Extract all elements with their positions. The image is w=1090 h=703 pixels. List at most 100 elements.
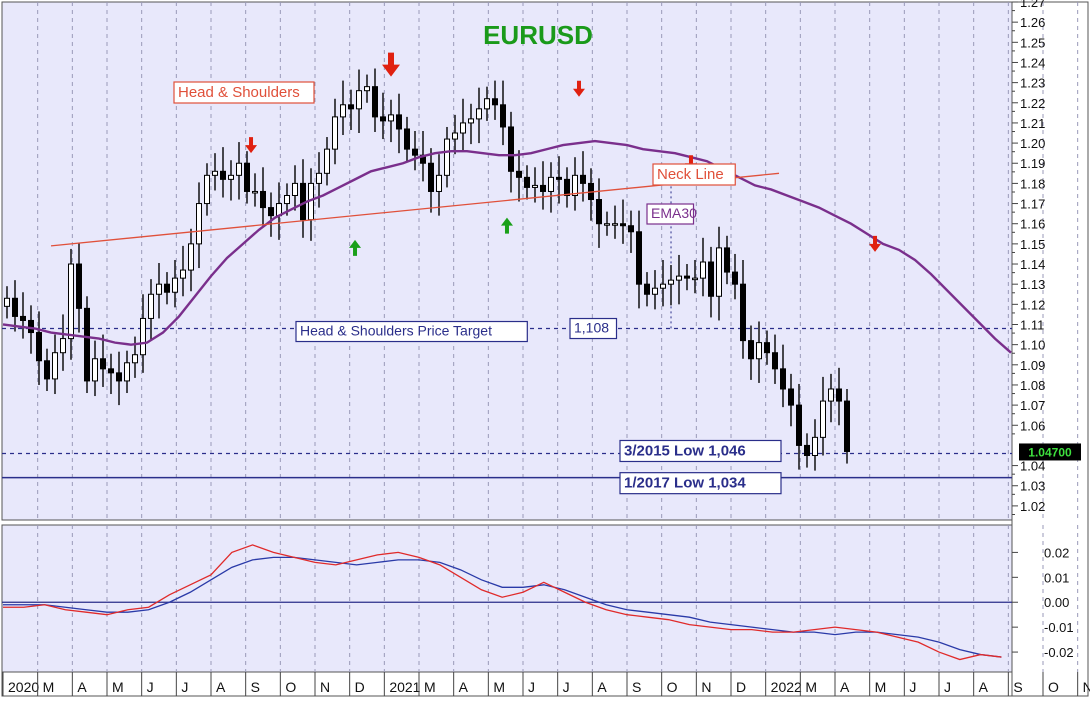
y-tick-label: 1.12 xyxy=(1020,297,1045,312)
candle-body xyxy=(60,338,66,354)
candle-body xyxy=(196,203,202,245)
low-2017-label-box xyxy=(619,472,782,495)
macd-panel xyxy=(1,524,1013,673)
candle-body xyxy=(460,122,466,134)
x-tick-label: J xyxy=(147,679,154,695)
candle-body xyxy=(684,275,690,279)
candles xyxy=(4,68,850,471)
x-tick-label: O xyxy=(285,679,296,695)
ema30-line xyxy=(2,139,1012,354)
candle-body xyxy=(252,190,258,194)
y-tick-label: 1.17 xyxy=(1020,197,1045,212)
x-tick-label: M xyxy=(805,679,817,695)
chart-title: EURUSD xyxy=(483,20,593,50)
y-tick-label: 1.14 xyxy=(1020,257,1045,272)
candle-body xyxy=(796,404,802,446)
red-down-arrow-icon xyxy=(245,137,258,154)
candle-body xyxy=(356,90,362,110)
macd-line xyxy=(3,556,1002,658)
x-tick-label: J xyxy=(563,679,570,695)
candle-body xyxy=(172,277,178,293)
candle-body xyxy=(220,170,226,180)
candle-body xyxy=(44,360,50,380)
candle-body xyxy=(716,247,722,297)
candle-body xyxy=(804,444,810,457)
candle-body xyxy=(700,261,706,279)
candle-body xyxy=(268,207,274,217)
candle-body xyxy=(692,277,698,281)
x-tick-label: N xyxy=(320,679,330,695)
candle-body xyxy=(228,174,234,180)
candle-body xyxy=(524,176,530,188)
candle-body xyxy=(788,388,794,406)
candle-body xyxy=(116,372,122,382)
y-tick-label: 1.15 xyxy=(1020,237,1045,252)
macd-lines xyxy=(2,544,1012,661)
candle-body xyxy=(508,126,514,172)
red-down-arrow-icon xyxy=(572,80,585,97)
price-axis xyxy=(1011,1,1089,697)
candle-body xyxy=(668,279,674,285)
candle-body xyxy=(52,352,58,380)
macd-y-tick-label: 0.01 xyxy=(1044,570,1069,585)
candle-body xyxy=(188,243,194,271)
candle-body xyxy=(676,275,682,281)
x-tick-label: S xyxy=(632,679,641,695)
low-2017-label: 1/2017 Low 1,034 xyxy=(624,475,746,492)
candle-body xyxy=(572,174,578,196)
candle-body xyxy=(244,162,250,192)
candle-body xyxy=(844,400,850,452)
candle-body xyxy=(84,307,90,382)
candle-body xyxy=(820,400,826,438)
candle-body xyxy=(764,342,770,354)
x-tick-label: A xyxy=(77,679,87,695)
candle-body xyxy=(444,138,450,176)
candle-body xyxy=(364,86,370,92)
candle-body xyxy=(324,148,330,174)
neck-line-label: Neck Line xyxy=(657,166,724,183)
x-tick-label: N xyxy=(1083,679,1090,695)
candle-body xyxy=(108,368,114,374)
arrow-shape xyxy=(349,239,362,256)
signal-line xyxy=(3,544,1002,661)
x-tick-label: A xyxy=(597,679,607,695)
x-tick-label: O xyxy=(667,679,678,695)
x-tick-label: M xyxy=(424,679,436,695)
y-tick-label: 1.08 xyxy=(1020,378,1045,393)
y-tick-label: 1.03 xyxy=(1020,479,1045,494)
x-tick-label: D xyxy=(736,679,746,695)
y-tick-label: 1.11 xyxy=(1020,317,1044,332)
candle-body xyxy=(412,148,418,156)
candle-body xyxy=(236,162,242,176)
y-tick-label: 1.27 xyxy=(1020,0,1045,10)
candle-body xyxy=(4,297,10,307)
x-tick-label: S xyxy=(251,679,260,695)
y-tick-label: 1.16 xyxy=(1020,217,1045,232)
candle-body xyxy=(732,271,738,285)
candle-body xyxy=(532,184,538,188)
macd-y-tick-label: 0.02 xyxy=(1044,545,1069,560)
x-tick-label: A xyxy=(840,679,850,695)
candle-body xyxy=(708,261,714,297)
macd-y-tick-label: 0.00 xyxy=(1044,595,1069,610)
ema30-label: EMA30 xyxy=(651,205,697,221)
x-tick-label: 2022 xyxy=(771,679,802,695)
head-shoulders-label: Head & Shoulders xyxy=(178,84,300,101)
candle-body xyxy=(20,315,26,321)
x-tick-label: S xyxy=(1013,679,1022,695)
price-target-value: 1,108 xyxy=(574,320,609,336)
arrow-shape xyxy=(382,52,401,77)
candle-body xyxy=(164,283,170,293)
candle-body xyxy=(452,132,458,140)
candle-body xyxy=(540,184,546,192)
candle-body xyxy=(204,174,210,205)
y-tick-label: 1.04 xyxy=(1020,459,1045,474)
y-tick-label: 1.18 xyxy=(1020,176,1045,191)
candle-body xyxy=(180,269,186,279)
green-up-arrow-icon xyxy=(349,239,362,256)
candle-body xyxy=(492,98,498,106)
x-tick-label: O xyxy=(1048,679,1059,695)
arrow-shape xyxy=(869,235,882,252)
candle-body xyxy=(756,342,762,360)
